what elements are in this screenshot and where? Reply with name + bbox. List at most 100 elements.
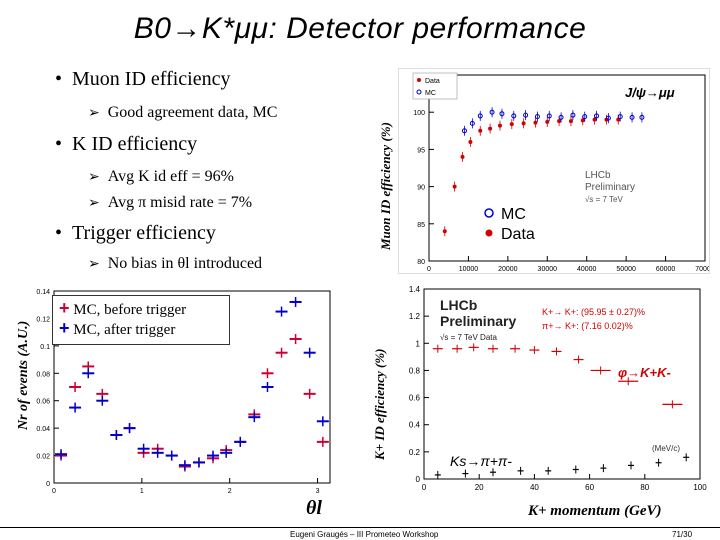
kid-lhcb-label: LHCb [440, 297, 477, 313]
bullet-dot-icon: • [55, 133, 63, 155]
muon-mc-point [469, 120, 475, 126]
y-tick-label: 0 [46, 481, 50, 488]
muon-data-point [592, 117, 597, 122]
muon-data-point [468, 139, 473, 144]
trigger-plot-ylabel: Nr of events (A.U.) [16, 320, 31, 430]
trigger-legend-after: + MC, after trigger [59, 318, 175, 339]
x-tick-label: 40 [530, 483, 539, 492]
arrow-bullet-icon: ➢ [88, 196, 100, 211]
muon-legend-data-marker [417, 78, 421, 82]
bullet-k-id-text: K ID efficiency [72, 133, 198, 155]
slide-title: B0→K*μμ: Detector performance [133, 12, 587, 45]
muon-mc-point [617, 114, 623, 120]
muon-energy-label: √s = 7 TeV [585, 195, 623, 204]
plus-red-icon: + [59, 298, 70, 318]
x-tick-label: 100 [693, 483, 707, 492]
page-number: 71/30 [672, 530, 693, 539]
muon-overlay-data: Data [501, 226, 535, 243]
muon-data-point [580, 118, 585, 123]
y-tick-label: 0.2 [409, 448, 421, 457]
x-tick-label: 2 [228, 488, 232, 495]
trigger-legend-after-text: MC, after trigger [73, 322, 176, 338]
muon-data-point [545, 119, 550, 124]
trigger-legend-before-text: MC, before trigger [73, 302, 187, 318]
y-tick-label: 0.8 [409, 366, 421, 375]
muon-channel-label: J/ψ→μμ [625, 85, 675, 100]
trigger-legend-before: + MC, before trigger [59, 298, 186, 319]
bullet-dot-icon: • [55, 222, 63, 244]
x-tick-label: 0 [422, 483, 427, 492]
muon-overlay-data-marker [485, 229, 493, 237]
muon-mc-point [534, 114, 540, 120]
muon-mc-point [461, 128, 467, 134]
sub-bullet-trigger-text: No bias in θl introduced [107, 255, 263, 272]
y-tick-label: 1 [416, 339, 421, 348]
muon-data-point [452, 184, 457, 189]
y-tick-label: 1.4 [409, 285, 421, 294]
muon-preliminary-label: Preliminary [585, 182, 635, 193]
plot-frame [53, 290, 331, 484]
x-tick-label: 80 [640, 483, 649, 492]
kid-plot-svg: 0 0.2 0.4 0.6 0.8 1 1.2 1.4 0 20 40 60 80 100 LHCb Pr… [394, 283, 710, 495]
muon-data-point [557, 119, 562, 124]
muon-plot-ylabel: Muon ID efficiency (%) [378, 122, 393, 250]
sub-bullet-trigger: ➢ No bias in θl introduced [88, 255, 262, 273]
kid-eff-label: K+→ K+: (95.95 ± 0.27)% [542, 307, 645, 317]
kid-phi-label: φ→K+K- [618, 365, 671, 380]
kid-plot-ylabel: K+ ID efficiency (%) [372, 348, 387, 461]
muon-legend-mc: MC [425, 90, 436, 97]
x-tick-label: 0 [52, 488, 56, 495]
y-tick-label: 0.02 [36, 454, 50, 461]
muon-mc-point [511, 113, 517, 119]
plot-frame [428, 74, 706, 262]
muon-data-point [497, 123, 502, 128]
sub-bullet-k-eff: ➢ Avg K id eff = 96% [88, 168, 234, 186]
bullet-trigger: • Trigger efficiency [55, 222, 216, 245]
muon-data-point [488, 126, 493, 131]
bullet-trigger-text: Trigger efficiency [72, 222, 216, 244]
arrow-bullet-icon: ➢ [88, 170, 100, 185]
muon-mc-point [605, 115, 611, 121]
footer-author: Eugeni Graugés – III Prometeo Workshop [290, 530, 439, 539]
y-tick-label: 0.06 [36, 399, 50, 406]
y-tick-label: 0.14 [36, 289, 50, 296]
bullet-k-id: • K ID efficiency [55, 133, 197, 156]
sub-bullet-k-eff-text: Avg K id eff = 96% [107, 168, 234, 185]
arrow-bullet-icon: ➢ [88, 257, 100, 272]
muon-id-plot: 80 85 90 95 100 0 10000 20000 30000 40000 50000 600… [398, 68, 715, 274]
sub-bullet-pi-misid: ➢ Avg π misid rate = 7% [88, 194, 252, 212]
trigger-legend: + MC, before trigger + MC, after trigger [52, 295, 230, 345]
muon-mc-point [499, 111, 505, 117]
muon-data-point [568, 119, 573, 124]
x-tick-label: 60 [585, 483, 594, 492]
x-tick-label: 3 [316, 488, 320, 495]
plus-blue-icon: + [59, 318, 70, 338]
y-tick-label: 90 [417, 185, 425, 192]
muon-overlay-mc: MC [501, 206, 526, 223]
kid-ks-label: Ks→π+π- [450, 453, 512, 469]
x-tick-label: 50000 [616, 266, 636, 273]
y-tick-label: 0.08 [36, 371, 50, 378]
kid-plot: 0 0.2 0.4 0.6 0.8 1 1.2 1.4 0 20 40 60 80 100 LHCb Pr… [394, 283, 710, 495]
y-tick-label: 0.04 [36, 426, 50, 433]
muon-mc-point [582, 114, 588, 120]
muon-mc-point [594, 113, 600, 119]
x-tick-label: 40000 [577, 266, 597, 273]
muon-data-point [521, 121, 526, 126]
muon-plot-svg: 80 85 90 95 100 0 10000 20000 30000 40000 50000 600… [399, 69, 715, 273]
kid-misid-label: π+→ K+: (7.16 0.02)% [542, 321, 633, 331]
x-tick-label: 1 [140, 488, 144, 495]
muon-mc-point [629, 114, 635, 120]
x-tick-label: 20000 [498, 266, 518, 273]
footer-divider [0, 527, 720, 528]
kid-preliminary-label: Preliminary [440, 313, 516, 329]
y-tick-label: 0.1 [40, 344, 50, 351]
plot-frame [423, 288, 701, 480]
bullet-muon-id: • Muon ID efficiency [55, 68, 230, 91]
muon-mc-point [546, 113, 552, 119]
y-tick-label: 1.2 [409, 312, 421, 321]
y-tick-label: 95 [417, 147, 425, 154]
kid-plot-bg [394, 283, 710, 495]
muon-mc-point [570, 112, 576, 118]
y-tick-label: 0 [416, 475, 421, 484]
